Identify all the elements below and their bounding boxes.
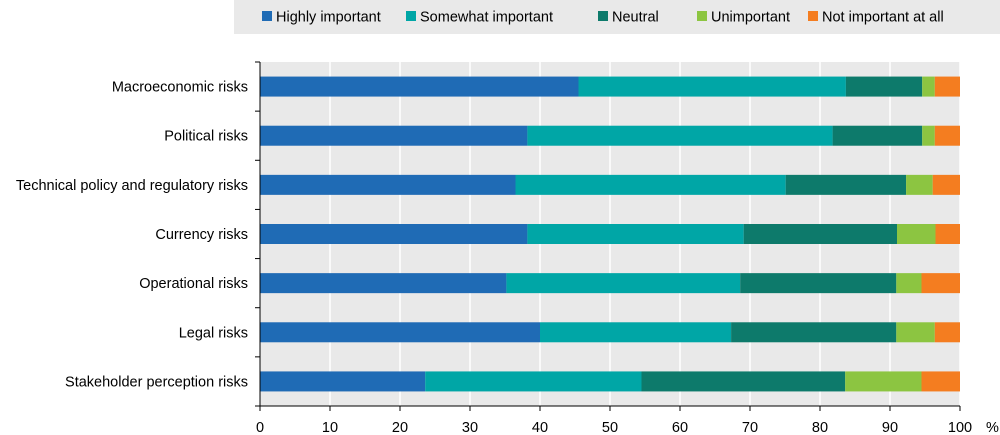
bar-segment-6-3 — [731, 322, 897, 343]
bar-segment-5-1 — [260, 273, 507, 294]
x-tick-label: 20 — [392, 420, 408, 435]
bar-segment-7-4 — [845, 371, 922, 392]
legend-label: Somewhat important — [420, 10, 553, 26]
category-label: Stakeholder perception risks — [65, 374, 248, 390]
legend-swatch — [697, 11, 707, 21]
axes — [255, 61, 961, 411]
bar-segment-4-3 — [743, 224, 897, 244]
bar-segment-7-3 — [641, 371, 846, 392]
bar-segment-1-5 — [934, 76, 960, 97]
bar-segment-2-2 — [527, 125, 833, 146]
bar-segment-3-4 — [906, 174, 933, 195]
x-tick-label: 40 — [532, 420, 548, 435]
bar-segment-3-2 — [515, 174, 786, 195]
bar-segment-1-4 — [922, 76, 935, 97]
bar-segment-2-3 — [832, 125, 923, 146]
bar-segment-2-5 — [934, 125, 960, 146]
legend-background — [234, 0, 1000, 34]
bar-segment-6-5 — [934, 322, 960, 343]
bar-segment-6-1 — [260, 322, 540, 343]
bar-segment-1-1 — [260, 76, 579, 97]
bar-segment-4-5 — [935, 224, 960, 244]
bar-segment-7-2 — [425, 371, 642, 392]
legend-label: Highly important — [276, 10, 381, 26]
bar-segment-1-2 — [578, 76, 846, 97]
category-label: Political risks — [164, 129, 248, 145]
x-tick-label: 90 — [882, 420, 898, 435]
bar-segment-6-2 — [540, 322, 732, 343]
category-label: Legal risks — [179, 325, 248, 341]
legend-swatch — [262, 11, 272, 21]
bar-segment-5-5 — [921, 273, 960, 294]
bars — [260, 76, 960, 392]
legend-swatch — [808, 11, 818, 21]
legend-label: Unimportant — [711, 10, 790, 26]
x-tick-labels: 0 10 20 30 40 50 60 70 80 90 100 — [256, 420, 972, 435]
x-tick-label: 60 — [672, 420, 688, 435]
x-axis-unit-label: % — [986, 420, 999, 435]
x-tick-label: 100 — [948, 420, 972, 435]
bar-segment-3-1 — [260, 174, 516, 195]
legend-label: Not important at all — [822, 10, 944, 26]
x-tick-label: 0 — [256, 420, 264, 435]
legend-label: Neutral — [612, 10, 659, 26]
bar-segment-4-4 — [897, 224, 936, 244]
bar-segment-3-3 — [785, 174, 907, 195]
legend: Highly important Somewhat important Neutra… — [262, 10, 944, 26]
bar-segment-7-1 — [260, 371, 426, 392]
bar-segment-3-5 — [932, 174, 960, 195]
category-label: Operational risks — [139, 276, 248, 292]
bar-segment-2-4 — [922, 125, 935, 146]
legend-swatch — [406, 11, 416, 21]
category-label: Currency risks — [155, 227, 248, 243]
category-labels: Macroeconomic risks Political risks Techni… — [16, 80, 248, 391]
x-tick-label: 10 — [322, 420, 338, 435]
bar-segment-6-4 — [896, 322, 935, 343]
bar-segment-5-2 — [506, 273, 741, 294]
bar-segment-5-4 — [896, 273, 922, 294]
x-tick-label: 30 — [462, 420, 478, 435]
category-label: Macroeconomic risks — [112, 80, 248, 96]
bar-segment-4-2 — [527, 224, 744, 244]
bar-segment-4-1 — [260, 224, 528, 244]
bar-segment-5-3 — [740, 273, 897, 294]
legend-swatch — [598, 11, 608, 21]
x-tick-label: 70 — [742, 420, 758, 435]
bar-segment-2-1 — [260, 125, 528, 146]
bar-segment-7-5 — [921, 371, 960, 392]
category-label: Technical policy and regulatory risks — [16, 178, 248, 194]
bar-segment-1-3 — [845, 76, 923, 97]
x-tick-label: 50 — [602, 420, 618, 435]
x-tick-label: 80 — [812, 420, 828, 435]
